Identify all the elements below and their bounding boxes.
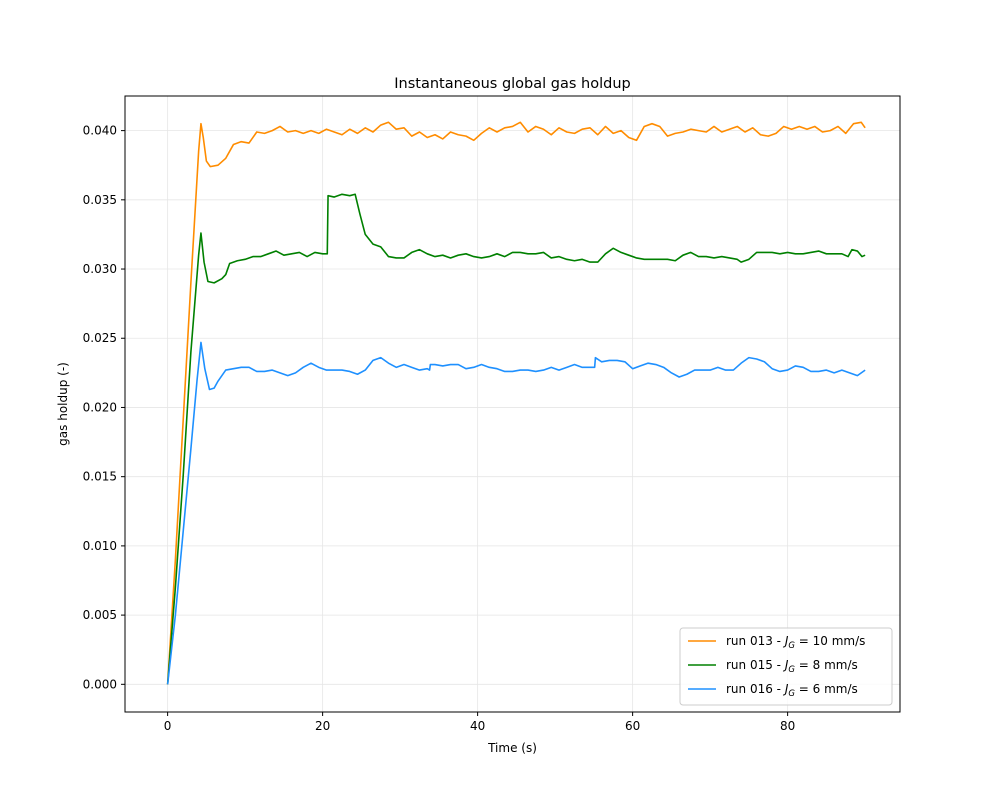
series-layer (166, 121, 866, 685)
y-tick-label: 0.015 (83, 470, 117, 484)
y-tick-label: 0.020 (83, 400, 117, 414)
series-line-run-013 (166, 121, 866, 685)
legend-label-run-013: run 013 - JG = 10 mm/s (726, 634, 865, 651)
series-line-run-016 (166, 341, 866, 685)
plot-frame (124, 95, 901, 713)
grid-layer (125, 96, 900, 712)
y-axis-label: gas holdup (-) (56, 362, 70, 446)
x-tick-label: 20 (315, 719, 330, 733)
series-line-run-015 (166, 193, 866, 685)
x-axis-label: Time (s) (487, 741, 537, 755)
tick-layer: 0 20 40 60 80 0.000 0.005 0.010 0.015 0.020 0.025 0… (83, 124, 796, 733)
x-tick-label: 60 (625, 719, 640, 733)
legend: run 013 - JG = 10 mm/s run 015 - JG = 8 m… (679, 627, 893, 706)
chart-title: Instantaneous global gas holdup (394, 76, 630, 92)
y-tick-label: 0.035 (83, 193, 117, 207)
y-tick-label: 0.005 (83, 608, 117, 622)
legend-label-run-016: run 016 - JG = 6 mm/s (726, 682, 858, 699)
y-tick-label: 0.030 (83, 262, 117, 276)
legend-items: run 013 - JG = 10 mm/s run 015 - JG = 8 m… (688, 634, 865, 699)
legend-box (679, 627, 893, 706)
y-tick-label: 0.040 (83, 124, 117, 138)
x-tick-label: 40 (470, 719, 485, 733)
y-tick-label: 0.010 (83, 539, 117, 553)
y-tick-label: 0.000 (83, 677, 117, 691)
x-tick-label: 80 (780, 719, 795, 733)
x-tick-label: 0 (164, 719, 172, 733)
y-tick-label: 0.025 (83, 331, 117, 345)
legend-label-run-015: run 015 - JG = 8 mm/s (726, 658, 858, 675)
